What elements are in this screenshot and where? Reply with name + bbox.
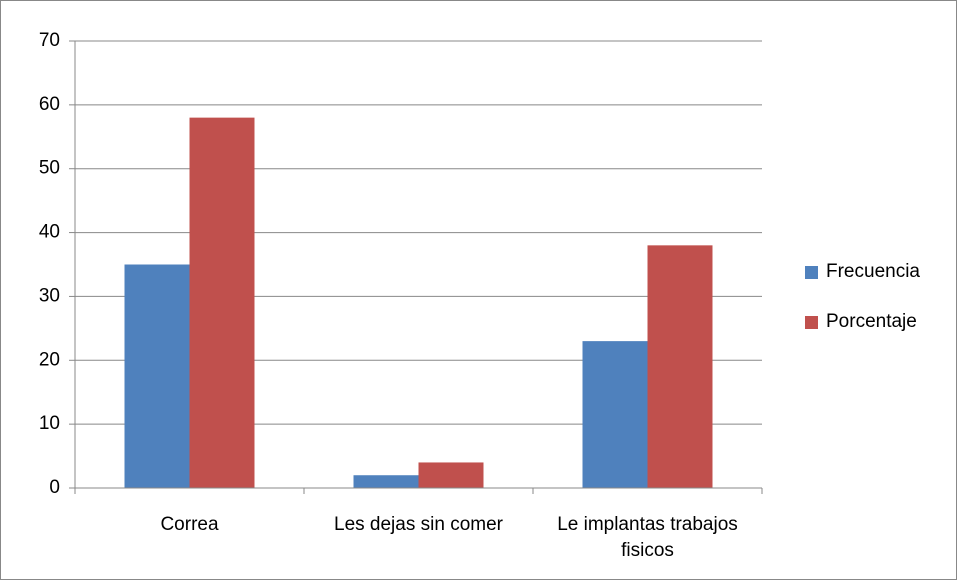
y-tick-label: 20 — [39, 349, 60, 370]
bar — [582, 341, 648, 488]
legend-label: Frecuencia — [826, 261, 920, 282]
y-tick-label: 40 — [39, 222, 60, 243]
x-tick-label: Correa — [160, 514, 219, 535]
y-tick-label: 60 — [39, 94, 60, 115]
y-tick-label: 30 — [39, 285, 60, 306]
legend-swatch — [805, 316, 818, 329]
y-tick-label: 50 — [39, 158, 60, 179]
y-tick-label: 70 — [39, 30, 60, 51]
bar — [124, 264, 190, 488]
bar — [353, 475, 419, 488]
bar — [189, 117, 255, 488]
legend-label: Porcentaje — [826, 311, 917, 332]
x-tick-label: Les dejas sin comer — [334, 514, 503, 535]
legend-swatch — [805, 266, 818, 279]
y-tick-label: 10 — [39, 413, 60, 434]
y-tick-label: 0 — [49, 477, 60, 498]
bar — [418, 462, 484, 488]
x-tick-label: Le implantas trabajos fisicos — [557, 514, 738, 561]
bar — [647, 245, 713, 488]
